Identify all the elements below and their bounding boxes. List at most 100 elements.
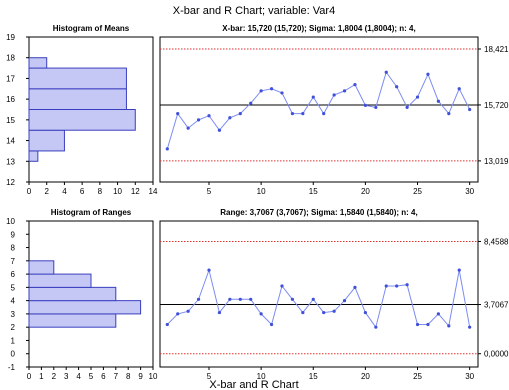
ranges-hist-xtick-label: 6	[101, 372, 106, 381]
range-point	[217, 310, 222, 315]
range-frame	[159, 220, 479, 368]
ranges-hist-xtick-label: 0	[27, 372, 32, 381]
means-hist-ytick-label: 13	[6, 157, 15, 166]
xbar-xtick-label: 15	[309, 187, 318, 196]
xbar-point	[468, 107, 472, 112]
ranges-hist-ytick-label: 8	[11, 244, 16, 253]
means-hist-ytick-label: 12	[6, 178, 15, 187]
range-point	[311, 297, 315, 301]
ranges-hist-xtick-label: 4	[76, 372, 81, 381]
chart-title: X-bar and R Chart; variable: Var4	[173, 5, 335, 17]
means-hist-xtick-label: 6	[80, 187, 85, 196]
xbar-right-label: 15,720	[484, 101, 509, 110]
means-hist-xtick-label: 8	[98, 187, 103, 196]
means-hist-bar	[28, 150, 39, 162]
ranges-hist-xtick-label: 9	[138, 372, 143, 381]
xbar-right-label: 18,421	[484, 45, 509, 54]
means-hist-bar	[28, 109, 136, 131]
means-hist-xtick-label: 14	[149, 187, 158, 196]
range-point	[395, 284, 399, 288]
ranges-hist-bar	[28, 313, 117, 328]
range-point	[426, 322, 430, 327]
means-hist-xtick-label: 2	[44, 187, 49, 196]
range-point	[186, 309, 190, 313]
range-xtick-label: 25	[413, 372, 422, 381]
ranges-hist-xtick-label: 7	[114, 372, 119, 381]
xbar-point	[405, 105, 409, 110]
xbar-point	[426, 72, 430, 76]
range-point	[332, 309, 336, 313]
range-point	[165, 322, 169, 327]
xbar-point	[290, 112, 295, 116]
range-point	[457, 268, 461, 272]
xbar-point	[311, 95, 315, 99]
means-hist-ytick-label: 14	[6, 137, 15, 146]
xbar-point	[353, 83, 357, 87]
xbar-point	[165, 147, 169, 151]
xbar-series-line	[166, 71, 471, 150]
xbar-right-label: 13,019	[484, 157, 509, 166]
chart-footer-title: X-bar and R Chart	[209, 379, 298, 390]
ranges-hist-ytick-label: 9	[11, 230, 16, 239]
means-hist-ytick-label: 17	[6, 74, 15, 83]
range-point	[436, 312, 440, 316]
ranges-hist-xtick-label: 3	[64, 372, 69, 381]
xbar-point	[363, 103, 367, 107]
xbar-xtick-label: 20	[361, 187, 370, 196]
xbar-point	[301, 112, 305, 116]
range-point	[269, 322, 274, 327]
ranges-hist-ytick-label: 4	[11, 297, 16, 306]
ranges-hist-bar	[28, 300, 142, 315]
ranges-hist-title: Histogram of Ranges	[51, 208, 132, 217]
xbar-point	[447, 112, 451, 116]
xbar-point	[395, 85, 399, 89]
means-hist-xtick-label: 12	[131, 187, 140, 196]
range-point	[384, 284, 388, 288]
range-point	[249, 297, 253, 301]
ranges-hist-ytick-label: 5	[11, 283, 16, 292]
means-hist-bar	[28, 88, 127, 110]
xbar-xtick-label: 10	[257, 187, 266, 196]
xbar-point	[207, 114, 211, 118]
ranges-hist-xtick-label: 5	[89, 372, 94, 381]
means-hist-bar	[28, 57, 48, 69]
range-point	[342, 299, 347, 303]
xbar-point	[457, 87, 461, 91]
range-xtick-label: 10	[257, 372, 266, 381]
range-point	[468, 325, 472, 329]
range-right-label: 3,7067	[484, 301, 509, 310]
means-hist-ytick-label: 19	[6, 33, 15, 42]
xbar-point	[217, 128, 222, 132]
range-point	[196, 297, 201, 301]
xbar-xtick-label: 30	[465, 187, 474, 196]
range-right-label: 8,4588	[484, 237, 509, 246]
xbar-point	[238, 112, 242, 116]
range-point	[405, 283, 409, 287]
range-title: Range: 3,7067 (3,7067); Sigma: 1,5840 (1…	[220, 208, 417, 217]
ranges-hist-ytick-label: 10	[6, 217, 15, 226]
range-point	[301, 310, 305, 315]
range-xtick-label: 5	[207, 372, 212, 381]
ranges-hist-xtick-label: 8	[126, 372, 131, 381]
ranges-hist-xtick-label: 2	[52, 372, 57, 381]
range-chart-panel: Range: 3,7067 (3,7067); Sigma: 1,5840 (1…	[159, 208, 509, 381]
xbar-point	[196, 118, 201, 122]
range-series-line	[166, 268, 471, 329]
ranges-hist-ytick-label: 7	[11, 257, 16, 266]
xbar-point	[374, 105, 378, 110]
range-right-label: 0,0000	[484, 350, 509, 359]
xbar-chart-panel: X-bar: 15,720 (15,720); Sigma: 1,8004 (1…	[159, 24, 509, 196]
xbar-point	[342, 89, 347, 93]
means-hist-bar	[28, 129, 65, 152]
xbar-point	[384, 70, 388, 74]
xbar-point	[228, 116, 232, 120]
means-hist-ytick-label: 16	[6, 95, 15, 104]
means-hist-xtick-label: 0	[27, 187, 32, 196]
xbar-point	[436, 99, 440, 103]
range-point	[363, 310, 367, 315]
xbar-point	[322, 112, 326, 116]
range-point	[353, 285, 357, 289]
range-point	[415, 322, 420, 327]
ranges-hist-ytick-label: 0	[11, 350, 16, 359]
